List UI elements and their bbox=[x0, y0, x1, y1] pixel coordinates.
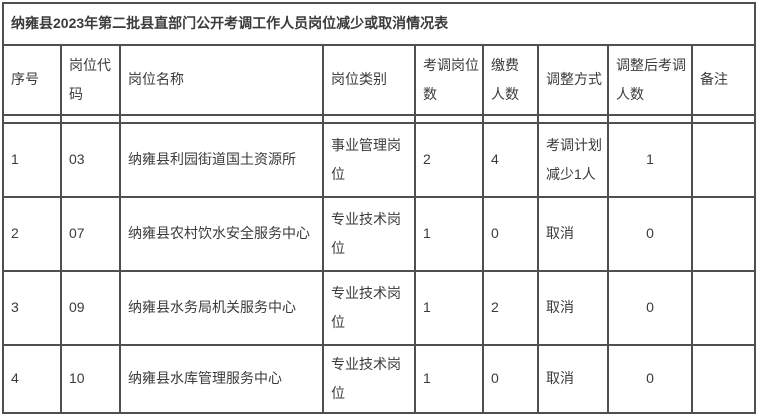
cell-after-count: 0 bbox=[607, 344, 693, 414]
header-after-count: 调整后考调 人数 bbox=[607, 44, 693, 116]
cell-seq: 4 bbox=[2, 344, 62, 414]
spacer-cell bbox=[119, 114, 324, 124]
spacer-cell bbox=[60, 114, 121, 124]
cell-job-count: 2 bbox=[414, 122, 484, 198]
cell-adjust-method: 取消 bbox=[537, 344, 609, 414]
cell-seq: 1 bbox=[2, 122, 62, 198]
table-row: 3 09 纳雍县水务局机关服务中心 专业技术岗 位 1 2 取消 0 bbox=[2, 270, 757, 346]
cell-after-count: 0 bbox=[607, 196, 693, 272]
cell-seq: 2 bbox=[2, 196, 62, 272]
table-row: 1 03 纳雍县利园街道国土资源所 事业管理岗 位 2 4 考调计划 减少1人 … bbox=[2, 122, 757, 198]
cell-payer-count: 2 bbox=[482, 270, 539, 346]
cell-job-count: 1 bbox=[414, 270, 484, 346]
cell-position-name: 纳雍县水库管理服务中心 bbox=[119, 344, 324, 414]
cell-position-code: 07 bbox=[60, 196, 121, 272]
cell-after-count: 1 bbox=[607, 122, 693, 198]
header-position-code: 岗位代 码 bbox=[60, 44, 121, 116]
table-title: 纳雍县2023年第二批县直部门公开考调工作人员岗位减少或取消情况表 bbox=[1, 2, 757, 46]
cell-adjust-method: 取消 bbox=[537, 196, 609, 272]
spacer-cell bbox=[537, 114, 609, 124]
cell-remark bbox=[690, 270, 757, 346]
header-position-category: 岗位类别 bbox=[322, 44, 416, 116]
header-seq: 序号 bbox=[2, 44, 62, 116]
cell-payer-count: 0 bbox=[482, 344, 539, 414]
cell-after-count: 0 bbox=[607, 270, 693, 346]
spacer-cell bbox=[607, 114, 693, 124]
cell-remark bbox=[690, 122, 757, 198]
cell-position-name: 纳雍县水务局机关服务中心 bbox=[119, 270, 324, 346]
cell-position-name: 纳雍县农村饮水安全服务中心 bbox=[119, 196, 324, 272]
spacer-cell bbox=[690, 114, 757, 124]
table-row: 4 10 纳雍县水库管理服务中心 专业技术岗 位 1 0 取消 0 bbox=[2, 344, 757, 414]
cell-position-category: 专业技术岗 位 bbox=[322, 196, 416, 272]
cell-payer-count: 0 bbox=[482, 196, 539, 272]
cell-position-category: 专业技术岗 位 bbox=[322, 344, 416, 414]
table-row: 2 07 纳雍县农村饮水安全服务中心 专业技术岗 位 1 0 取消 0 bbox=[2, 196, 757, 272]
cell-position-name: 纳雍县利园街道国土资源所 bbox=[119, 122, 324, 198]
header-adjust-method: 调整方式 bbox=[537, 44, 609, 116]
cell-position-category: 事业管理岗 位 bbox=[322, 122, 416, 198]
cell-seq: 3 bbox=[2, 270, 62, 346]
header-position-name: 岗位名称 bbox=[119, 44, 324, 116]
spacer-cell bbox=[482, 114, 539, 124]
cell-payer-count: 4 bbox=[482, 122, 539, 198]
cell-adjust-method: 考调计划 减少1人 bbox=[537, 122, 609, 198]
cell-remark bbox=[690, 196, 757, 272]
header-payer-count: 缴费 人数 bbox=[482, 44, 539, 116]
table-header-row: 序号 岗位代 码 岗位名称 岗位类别 考调岗位 数 缴费 人数 调整方式 调整后… bbox=[2, 44, 757, 116]
header-remark: 备注 bbox=[690, 44, 757, 116]
cell-adjust-method: 取消 bbox=[537, 270, 609, 346]
cell-position-category: 专业技术岗 位 bbox=[322, 270, 416, 346]
header-job-count: 考调岗位 数 bbox=[414, 44, 484, 116]
cell-position-code: 03 bbox=[60, 122, 121, 198]
cell-position-code: 10 bbox=[60, 344, 121, 414]
cell-job-count: 1 bbox=[414, 196, 484, 272]
cell-remark bbox=[690, 344, 757, 414]
spacer-row bbox=[2, 114, 757, 124]
table-title-row: 纳雍县2023年第二批县直部门公开考调工作人员岗位减少或取消情况表 bbox=[1, 2, 757, 46]
cell-job-count: 1 bbox=[414, 344, 484, 414]
cell-position-code: 09 bbox=[60, 270, 121, 346]
spacer-cell bbox=[414, 114, 484, 124]
spacer-cell bbox=[2, 114, 62, 124]
spacer-cell bbox=[322, 114, 416, 124]
